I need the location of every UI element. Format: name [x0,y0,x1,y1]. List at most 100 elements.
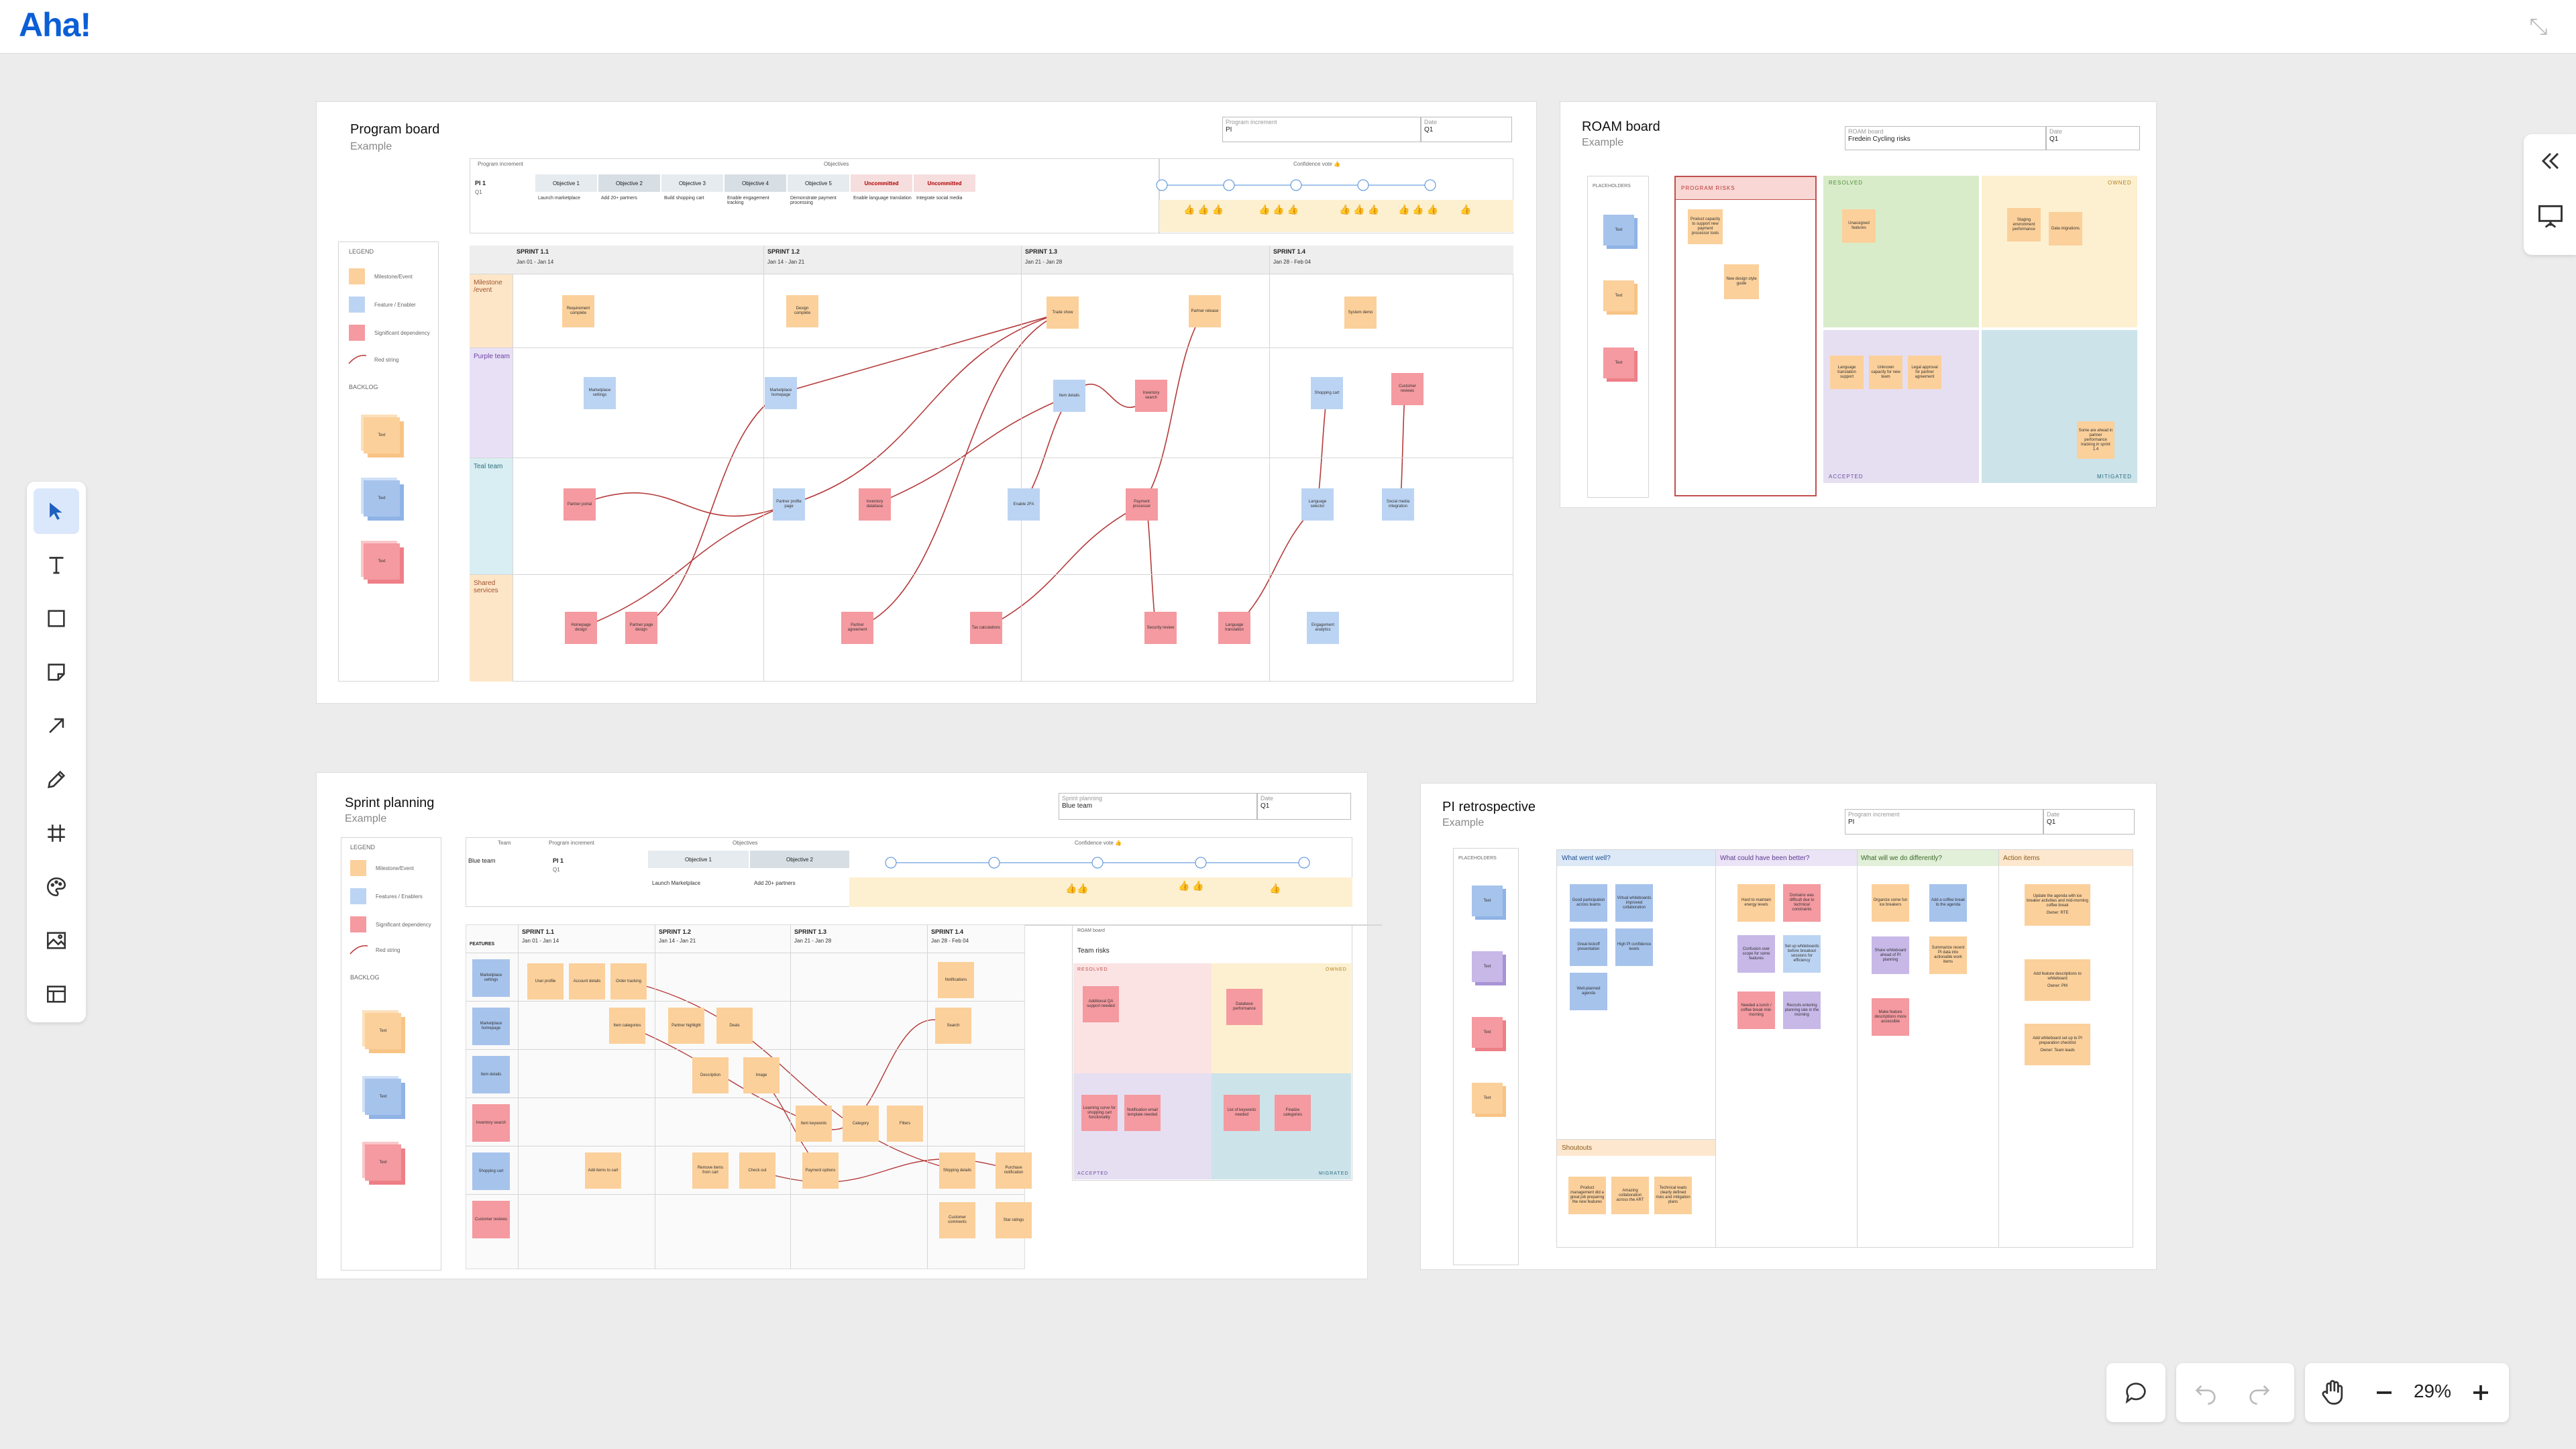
retro-sticky[interactable]: Confusion over scope for some features [1737,935,1775,973]
risk-sticky[interactable]: List of keywords needed [1224,1095,1260,1131]
placeholder-sticky[interactable]: Text [1603,280,1634,311]
feature-sticky[interactable]: Item details [472,1056,510,1093]
backlog-sticky[interactable]: Text [365,1079,401,1115]
collapse-panel-icon[interactable] [2536,146,2565,176]
story-sticky[interactable]: User profile [527,963,564,1000]
story-sticky[interactable]: Partner highlight [668,1008,704,1044]
feature-sticky[interactable]: Language translation [1218,612,1250,644]
program-increment-field[interactable]: Program increment PI [1845,809,2043,835]
story-sticky[interactable]: Order tracking [610,963,647,1000]
feature-sticky[interactable]: Shopping cart [1311,377,1343,409]
feature-sticky[interactable]: Homepage design [565,612,597,644]
feature-sticky[interactable]: Inventory search [472,1104,510,1142]
feature-sticky[interactable]: Enable 2FA [1008,488,1040,521]
mitigated-sticky[interactable]: Some are ahead in partner performance tr… [2077,421,2114,459]
feature-sticky[interactable]: Requirement complete [562,295,594,327]
vote-thumbs[interactable]: 👍 [1460,204,1472,215]
retro-sticky[interactable]: Hard to maintain energy levels [1737,884,1775,922]
placeholder-sticky[interactable]: Text [1472,1083,1503,1114]
text-icon[interactable] [34,542,79,588]
vote-thumbs[interactable]: 👍 👍 👍 [1339,204,1380,215]
feature-sticky[interactable]: Social media integration [1382,488,1414,521]
retro-sticky[interactable]: Great kickoff presentation [1570,928,1607,966]
feature-sticky[interactable]: Marketplace settings [584,377,616,409]
feature-sticky[interactable]: Marketplace settings [472,959,510,997]
placeholder-sticky[interactable]: Text [1472,885,1503,916]
story-sticky[interactable]: Customer comments [939,1202,975,1238]
sticky-note-icon[interactable] [34,649,79,695]
feature-sticky[interactable]: Inventory search [1135,380,1167,412]
roam-board-field[interactable]: ROAM board Fredein Cycling risks [1845,126,2046,150]
feature-sticky[interactable]: Marketplace homepage [472,1008,510,1045]
date-field[interactable]: Date Q1 [1257,793,1351,820]
retro-sticky[interactable]: Organize some fun ice breakers [1872,884,1909,922]
story-sticky[interactable]: Image [743,1057,780,1093]
backlog-sticky[interactable]: Text [364,480,400,517]
pencil-icon[interactable] [34,757,79,802]
story-sticky[interactable]: Check out [739,1152,775,1189]
feature-sticky[interactable]: System demo [1344,297,1377,329]
shoutout-sticky[interactable]: Technical leads clearly defined risks an… [1654,1177,1692,1214]
feature-sticky[interactable]: Customer reviews [472,1201,510,1238]
backlog-sticky[interactable]: Text [365,1013,401,1049]
vote-thumbs[interactable]: 👍👍 [1065,883,1089,894]
date-field[interactable]: Date Q1 [2043,809,2135,835]
story-sticky[interactable]: Star ratings [996,1202,1032,1238]
retro-sticky[interactable]: Good participation across teams [1570,884,1607,922]
zoom-out-icon[interactable] [2369,1378,2399,1411]
zoom-level[interactable]: 29% [2413,1381,2452,1401]
feature-sticky[interactable]: Engagement analytics [1307,612,1339,644]
program-increment-field[interactable]: Program increment PI [1222,117,1421,142]
owned-sticky[interactable]: Staging environment performance [2007,208,2041,241]
action-sticky[interactable]: Add feature descriptions to whiteboard Ow… [2025,959,2090,1001]
shoutout-sticky[interactable]: Amazing collaboration across the ART [1611,1177,1649,1214]
story-sticky[interactable]: Description [692,1057,729,1093]
retro-sticky[interactable]: High PI confidence levels [1615,928,1653,966]
risk-sticky[interactable]: Additional QA support needed [1083,986,1119,1022]
vote-thumbs[interactable]: 👍 👍 👍 [1258,204,1299,215]
exit-fullscreen-icon[interactable]: ⤡ [2529,14,2548,40]
presentation-icon[interactable] [2536,201,2565,231]
sprint-planning-field[interactable]: Sprint planning Blue team [1059,793,1257,820]
date-field[interactable]: Date Q1 [1421,117,1512,142]
palette-icon[interactable] [34,864,79,910]
story-sticky[interactable]: Account details [569,963,605,1000]
roam-board-frame[interactable]: ROAM board Example ROAM board Fredein Cyc… [1560,102,2156,507]
pi-retrospective-frame[interactable]: PI retrospective Example Program increme… [1421,784,2156,1269]
accepted-sticky[interactable]: Unknown capacity for new team [1869,356,1902,389]
story-sticky[interactable]: Filters [887,1106,923,1142]
feature-sticky[interactable]: Shopping cart [472,1152,510,1190]
resolved-sticky[interactable]: Unassigned features [1842,209,1876,243]
risk-sticky[interactable]: Product capacity to support new payment … [1688,209,1723,244]
feature-sticky[interactable]: Payment processor [1126,488,1158,521]
backlog-sticky[interactable]: Text [364,543,400,580]
retro-sticky[interactable]: Summarize recent PI data into actionable… [1929,936,1967,974]
risk-sticky[interactable]: Notification email template needed [1124,1095,1161,1131]
sprint-planning-frame[interactable]: Sprint planning Example Sprint planning B… [317,773,1382,1279]
story-sticky[interactable]: Notifications [938,962,974,998]
placeholder-sticky[interactable]: Text [1603,215,1634,246]
owned-sticky[interactable]: Data migrations [2049,212,2082,246]
story-sticky[interactable]: Category [843,1106,879,1142]
vote-thumbs[interactable]: 👍 👍 👍 [1183,204,1224,215]
vote-thumbs[interactable]: 👍 👍 [1178,880,1204,891]
image-icon[interactable] [34,918,79,963]
vote-thumbs[interactable]: 👍 [1269,883,1281,894]
story-sticky[interactable]: Remove items from cart [692,1152,729,1189]
shoutout-sticky[interactable]: Product management did a great job prepa… [1568,1177,1606,1214]
retro-sticky[interactable]: Well-planned agenda [1570,973,1607,1010]
retro-sticky[interactable]: Recruits entering planning late in the m… [1783,991,1821,1029]
retro-sticky[interactable]: Share whiteboard ahead of PI planning [1872,936,1909,974]
feature-sticky[interactable]: Inventory database [859,488,891,521]
feature-sticky[interactable]: Partner release [1189,295,1221,327]
accepted-sticky[interactable]: Legal approval for partner agreement [1908,356,1941,389]
program-board-frame[interactable]: Program board Example Program increment P… [317,102,1536,703]
rectangle-icon[interactable] [34,596,79,641]
frame-icon[interactable] [34,810,79,856]
hand-pan-icon[interactable] [2318,1378,2348,1411]
risk-sticky[interactable]: Learning curve for shopping cart functio… [1081,1095,1118,1131]
vote-thumbs[interactable]: 👍 👍 👍 [1398,204,1439,215]
story-sticky[interactable]: Shipping details [939,1152,975,1189]
story-sticky[interactable]: Item keywords [796,1106,832,1142]
comments-button[interactable] [2106,1363,2165,1422]
